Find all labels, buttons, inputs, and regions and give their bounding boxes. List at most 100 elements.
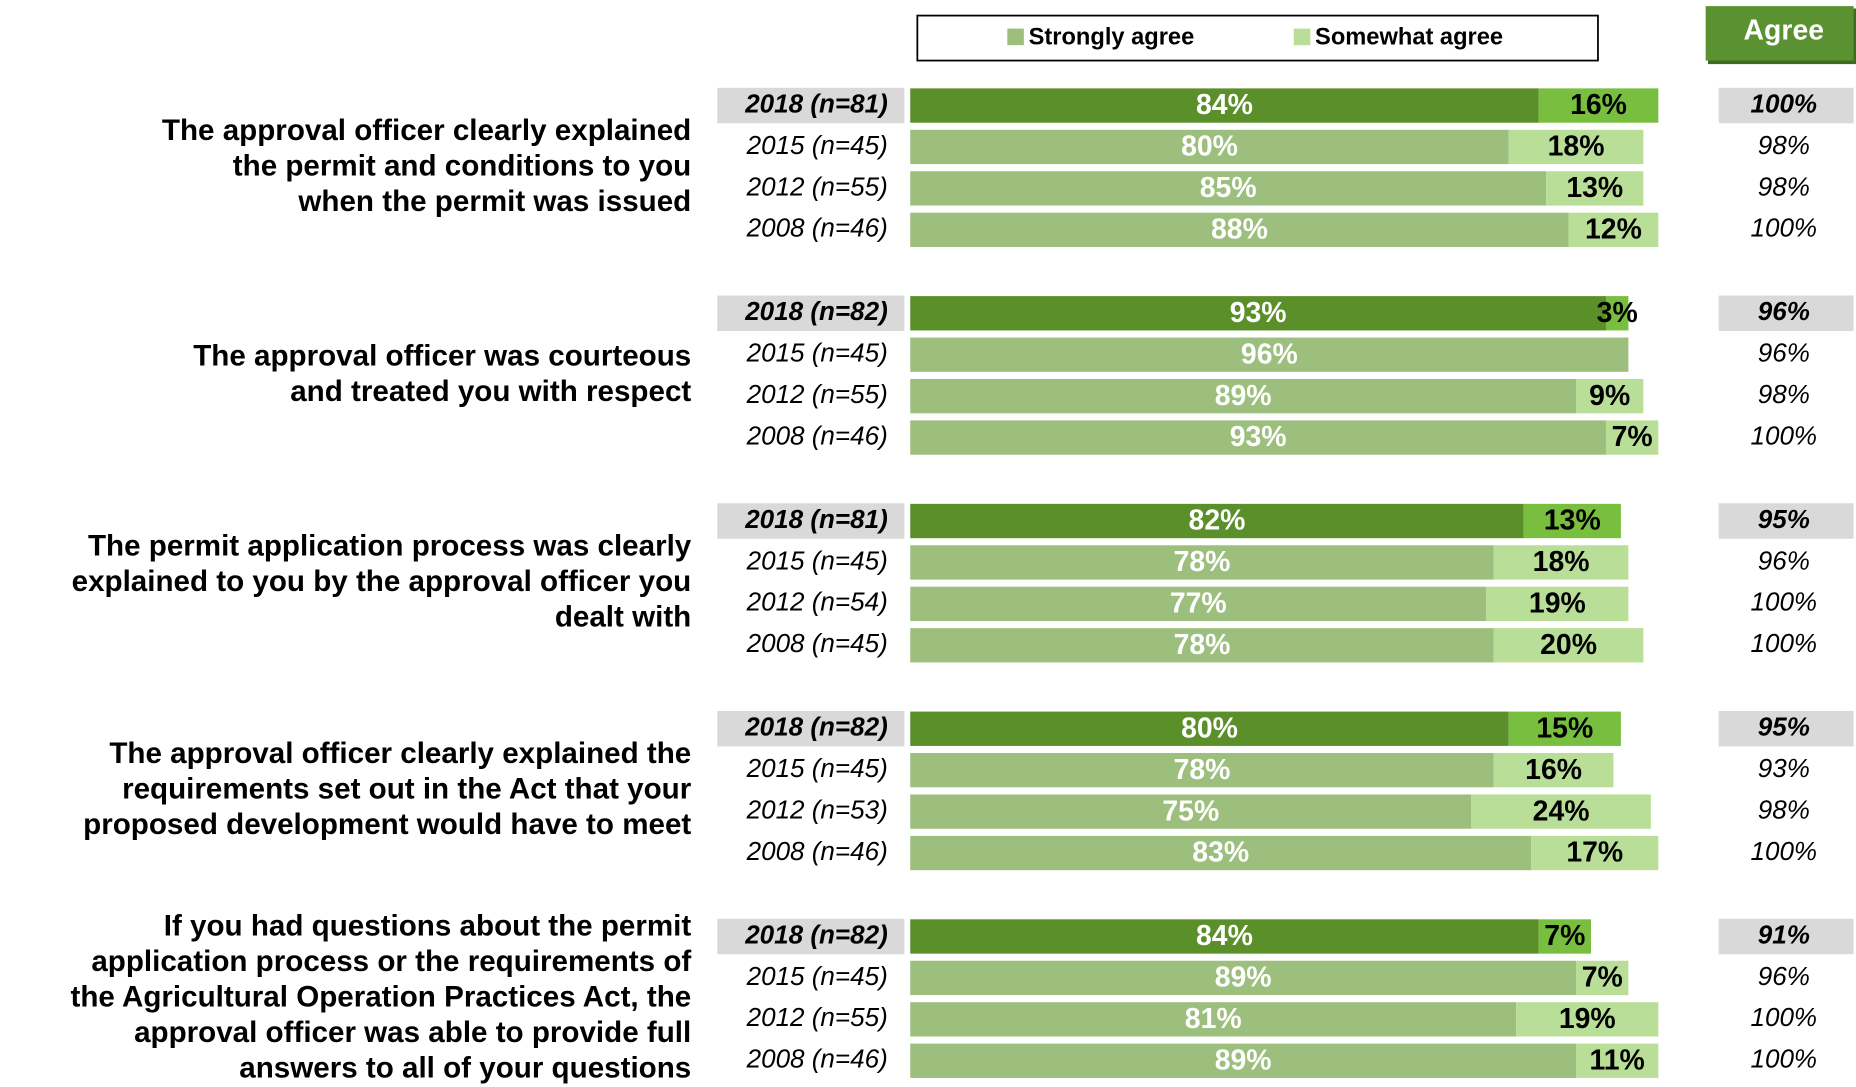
bar-segment xyxy=(1493,545,1629,580)
total-label: 100% xyxy=(1751,88,1818,118)
value-label: 18% xyxy=(1548,131,1605,163)
legend-label: Strongly agree xyxy=(1029,24,1195,50)
value-label: 84% xyxy=(1196,89,1253,121)
legend-label: Somewhat agree xyxy=(1315,24,1503,50)
total-header: Agree xyxy=(1744,15,1824,47)
row-label: 2015 (n=45) xyxy=(746,545,888,575)
bar-segment xyxy=(1493,753,1614,788)
total-bg xyxy=(1718,87,1854,124)
question-label: and treated you with respect xyxy=(290,375,691,408)
value-label: 93% xyxy=(1230,421,1287,453)
row-label: 2018 (n=82) xyxy=(744,712,888,742)
total-label: 98% xyxy=(1758,130,1810,160)
row-label: 2018 (n=81) xyxy=(744,88,888,118)
bar-segment xyxy=(910,711,1509,746)
bar-segment xyxy=(910,420,1606,455)
total-bg xyxy=(1718,295,1854,332)
value-label: 15% xyxy=(1536,712,1593,744)
value-label: 16% xyxy=(1570,89,1627,121)
row-label: 2015 (n=45) xyxy=(746,338,888,368)
total-label: 98% xyxy=(1758,379,1810,409)
value-label: 7% xyxy=(1612,421,1653,453)
value-label: 7% xyxy=(1582,962,1623,994)
total-label: 100% xyxy=(1751,420,1818,450)
bar-segment xyxy=(910,1043,1577,1078)
value-label: 84% xyxy=(1196,920,1253,952)
bar-segment xyxy=(910,337,1629,372)
total-bg xyxy=(1718,503,1854,539)
total-label: 98% xyxy=(1758,794,1810,824)
total-label: 95% xyxy=(1758,504,1810,534)
question-label: the Agricultural Operation Practices Act… xyxy=(71,980,692,1013)
bar-segment xyxy=(910,88,1539,123)
value-label: 85% xyxy=(1200,172,1257,204)
bar-segment xyxy=(1538,919,1591,954)
bar-segment xyxy=(1576,1043,1659,1078)
bar-segment xyxy=(910,628,1494,663)
bar-segment xyxy=(1523,503,1621,539)
value-label: 13% xyxy=(1544,505,1601,537)
value-label: 19% xyxy=(1529,588,1586,620)
row-label: 2008 (n=46) xyxy=(746,213,888,243)
row-label: 2018 (n=82) xyxy=(744,296,888,326)
row-label: 2018 (n=81) xyxy=(744,504,888,534)
bar-segment xyxy=(1508,129,1644,165)
total-label: 100% xyxy=(1751,836,1818,866)
value-label: 7% xyxy=(1544,920,1585,952)
total-label: 96% xyxy=(1758,338,1810,368)
question-label: requirements set out in the Act that you… xyxy=(122,773,692,806)
legend-swatch xyxy=(1007,28,1024,46)
row-label: 2008 (n=46) xyxy=(746,420,888,450)
bar-segment xyxy=(910,753,1494,788)
bar-segment xyxy=(1471,794,1651,829)
question-label: If you had questions about the permit xyxy=(164,909,692,942)
value-label: 82% xyxy=(1189,505,1246,537)
question-label: The approval officer clearly explained xyxy=(162,114,691,147)
legend-swatch xyxy=(1293,28,1311,46)
question-label: approval officer was able to provide ful… xyxy=(134,1016,691,1049)
row-label: 2015 (n=45) xyxy=(746,130,888,160)
value-label: 24% xyxy=(1533,795,1590,827)
row-label: 2012 (n=55) xyxy=(746,171,888,201)
value-label: 80% xyxy=(1181,131,1238,163)
question-label: when the permit was issued xyxy=(297,185,691,218)
row-label-bg xyxy=(717,710,905,747)
value-label: 3% xyxy=(1597,297,1638,329)
value-label: 12% xyxy=(1585,214,1642,246)
bar-segment xyxy=(1605,296,1629,331)
value-label: 13% xyxy=(1566,172,1623,204)
question-label: the permit and conditions to you xyxy=(233,149,691,182)
bar-segment xyxy=(1508,711,1621,746)
bar-segment xyxy=(910,129,1509,165)
row-label-bg xyxy=(717,918,905,955)
bar-segment xyxy=(910,503,1524,539)
bar-segment xyxy=(1546,171,1644,206)
value-label: 83% xyxy=(1192,837,1249,869)
value-label: 96% xyxy=(1241,338,1298,370)
bar-segment xyxy=(1568,212,1659,247)
row-label-bg xyxy=(717,503,905,539)
bar-segment xyxy=(910,835,1532,871)
bar-segment xyxy=(1576,378,1644,414)
value-label: 16% xyxy=(1525,754,1582,786)
total-label: 96% xyxy=(1758,961,1810,991)
row-label: 2015 (n=45) xyxy=(746,961,888,991)
value-label: 20% xyxy=(1540,629,1597,661)
question-label: The approval officer clearly explained t… xyxy=(109,737,691,770)
value-label: 77% xyxy=(1170,588,1227,620)
value-label: 89% xyxy=(1215,380,1272,412)
question-label: answers to all of your questions xyxy=(239,1051,691,1084)
total-label: 100% xyxy=(1751,1044,1818,1074)
bar-segment xyxy=(910,296,1606,331)
value-label: 19% xyxy=(1559,1003,1616,1035)
row-label: 2008 (n=45) xyxy=(746,628,888,658)
total-bg xyxy=(1718,710,1854,747)
bar-segment xyxy=(910,586,1487,622)
bar-segment xyxy=(1605,420,1659,455)
bar-segment xyxy=(1516,1002,1659,1037)
bar-segment xyxy=(910,378,1577,414)
legend-box xyxy=(916,14,1599,62)
value-label: 18% xyxy=(1533,546,1590,578)
